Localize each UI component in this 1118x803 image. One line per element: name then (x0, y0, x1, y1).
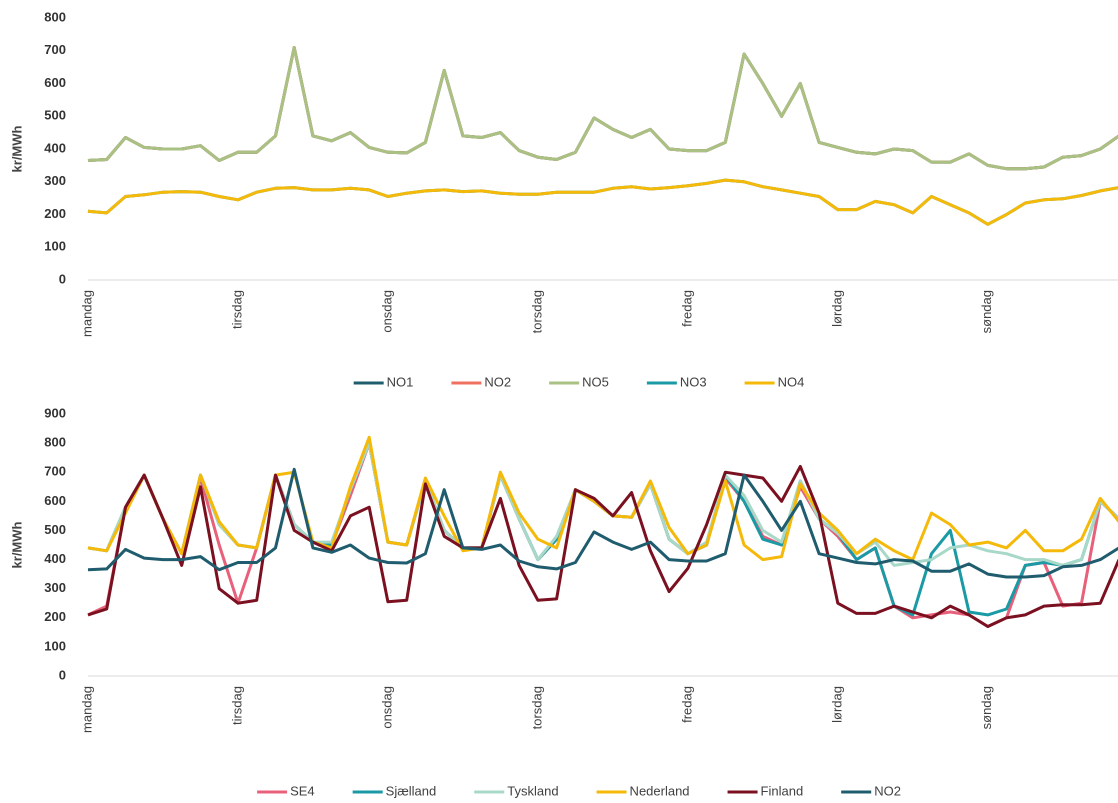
y-tick-label: 200 (44, 206, 66, 221)
legend: SE4 Sjælland Tyskland Nederland Finland NO2 (257, 783, 901, 798)
x-tick-label: torsdag (529, 686, 544, 729)
series-line (87, 435, 1118, 562)
legend-label: NO5 (582, 374, 609, 389)
x-tick-label: onsdag (379, 686, 394, 729)
y-tick-label: 300 (44, 173, 66, 188)
series-line (87, 441, 1118, 628)
y-tick-label: 500 (44, 522, 66, 537)
series-line (87, 46, 1118, 171)
y-axis-label: kr/MWh (9, 125, 24, 172)
legend: NO1 NO2 NO5 NO3 NO4 (353, 374, 805, 389)
x-tick-label: tirsdag (229, 290, 244, 329)
y-tick-label: 900 (44, 405, 66, 420)
legend-label: NO2 (874, 783, 901, 798)
y-tick-label: 600 (44, 75, 66, 90)
y-tick-label: 400 (44, 140, 66, 155)
y-tick-label: 0 (59, 667, 66, 682)
series-line (87, 467, 1118, 579)
legend-label: Tyskland (507, 783, 558, 798)
x-tick-label: søndag (979, 290, 994, 333)
y-tick-label: 100 (44, 638, 66, 653)
legend-label: Nederland (630, 783, 690, 798)
series-line (87, 46, 1118, 171)
y-tick-label: 600 (44, 493, 66, 508)
x-tick-label: lørdag (829, 686, 844, 723)
y-tick-label: 200 (44, 609, 66, 624)
legend-label: SE4 (290, 783, 315, 798)
y-tick-label: 0 (59, 271, 66, 286)
series-line (87, 46, 1118, 171)
y-tick-label: 400 (44, 551, 66, 566)
series-line (87, 178, 1118, 226)
legend-label: Finland (761, 783, 804, 798)
legend-label: Sjælland (386, 783, 437, 798)
y-tick-label: 700 (44, 42, 66, 57)
x-tick-label: onsdag (379, 290, 394, 333)
y-tick-label: 700 (44, 464, 66, 479)
y-tick-label: 500 (44, 108, 66, 123)
x-tick-label: fredag (679, 290, 694, 327)
y-tick-label: 800 (44, 435, 66, 450)
x-tick-label: mandag (79, 290, 94, 337)
legend-label: NO4 (778, 374, 805, 389)
series-line (87, 178, 1118, 226)
x-tick-label: søndag (979, 686, 994, 729)
x-tick-label: lørdag (829, 290, 844, 327)
legend-label: NO2 (484, 374, 511, 389)
series-line (87, 464, 1118, 628)
x-tick-label: fredag (679, 686, 694, 723)
legend-label: NO3 (680, 374, 707, 389)
y-tick-label: 300 (44, 580, 66, 595)
x-tick-label: tirsdag (229, 686, 244, 725)
y-tick-label: 100 (44, 239, 66, 254)
y-tick-label: 800 (44, 9, 66, 24)
y-axis-label: kr/MWh (9, 521, 24, 568)
x-tick-label: mandag (79, 686, 94, 733)
x-tick-label: torsdag (529, 290, 544, 333)
legend-label: NO1 (387, 374, 414, 389)
